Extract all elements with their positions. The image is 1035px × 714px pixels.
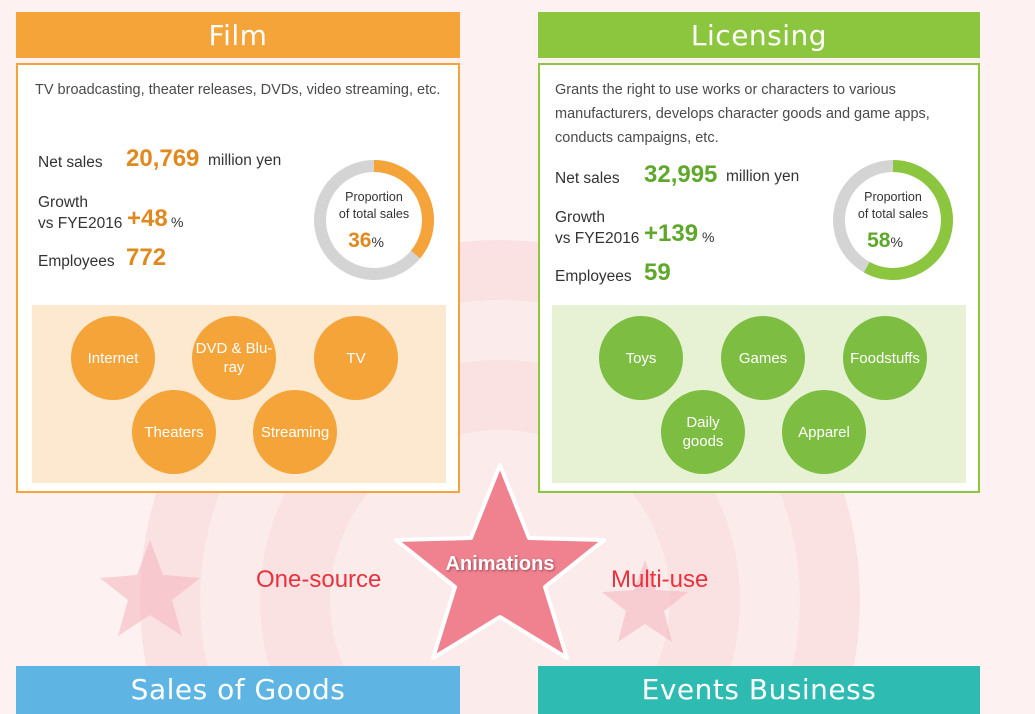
product-foodstuffs: Foodstuffs [843, 316, 927, 400]
licensing-description-1: Grants the right to use works or charact… [555, 82, 896, 98]
licensing-growth-sublabel: vs FYE2016 [555, 230, 640, 247]
product-daily-goods: Daily goods [661, 390, 745, 474]
film-growth-value: +48 [127, 205, 168, 232]
animations-label: Animations [445, 553, 555, 575]
multi-use-text: Multi-use [611, 566, 709, 593]
film-net-sales-unit: million yen [208, 152, 282, 169]
film-donut-label-2: of total sales [338, 207, 410, 221]
film-proportion-donut [314, 160, 434, 280]
film-header: Film [16, 12, 460, 58]
product-games: Games [721, 316, 805, 400]
channel-theaters: Theaters [132, 390, 216, 474]
licensing-header: Licensing [538, 12, 980, 58]
sales-of-goods-header: Sales of Goods [16, 666, 460, 714]
channel-internet: Internet [71, 316, 155, 400]
film-growth-label: Growth [38, 194, 88, 211]
licensing-employees-value: 59 [644, 259, 671, 286]
licensing-growth-label: Growth [555, 209, 605, 226]
film-growth-unit: % [171, 214, 184, 230]
licensing-growth-value: +139 [644, 220, 699, 247]
licensing-donut-label-1: Proportion [864, 190, 922, 204]
film-employees-label: Employees [38, 253, 115, 270]
film-net-sales-label: Net sales [38, 154, 103, 171]
events-business-header: Events Business [538, 666, 980, 714]
licensing-donut-label-2: of total sales [857, 207, 929, 221]
licensing-net-sales-unit: million yen [726, 168, 800, 185]
film-donut-label-1: Proportion [345, 190, 403, 204]
channel-dvd-bluray: DVD & Blu-ray [192, 316, 276, 400]
licensing-description-3: conducts campaigns, etc. [555, 130, 719, 146]
licensing-net-sales-label: Net sales [555, 170, 620, 187]
film-net-sales-value: 20,769 [126, 145, 200, 172]
licensing-description-2: manufacturers, develops character goods … [555, 106, 930, 122]
licensing-growth-unit: % [702, 229, 715, 245]
animations-star [394, 463, 606, 660]
film-employees-value: 772 [126, 244, 167, 271]
film-description: TV broadcasting, theater releases, DVDs,… [35, 82, 441, 98]
licensing-employees-label: Employees [555, 268, 632, 285]
licensing-proportion-donut [833, 160, 953, 280]
film-growth-sublabel: vs FYE2016 [38, 215, 123, 232]
product-toys: Toys [599, 316, 683, 400]
licensing-net-sales-value: 32,995 [644, 161, 718, 188]
channel-tv: TV [314, 316, 398, 400]
film-donut-value: 36% [348, 229, 384, 252]
channel-streaming: Streaming [253, 390, 337, 474]
licensing-donut-value: 58% [867, 229, 903, 252]
one-source-text: One-source [256, 566, 382, 593]
product-apparel: Apparel [782, 390, 866, 474]
